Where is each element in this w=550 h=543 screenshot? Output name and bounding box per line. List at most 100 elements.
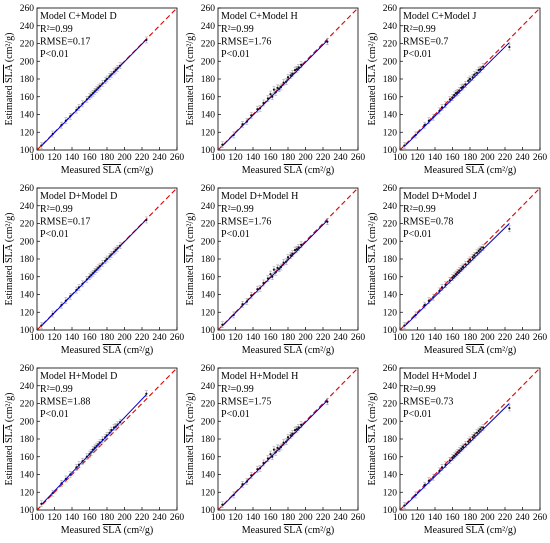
- y-tick-label: 200: [201, 417, 216, 427]
- y-tick-label: 160: [383, 453, 398, 463]
- data-point: [276, 266, 279, 269]
- y-tick-label: 120: [20, 128, 35, 138]
- panel-stat: RMSE=1.76: [221, 37, 271, 48]
- y-axis-label: Estimated SLA (cm²/g): [367, 213, 378, 306]
- x-tick-label: 200: [298, 333, 313, 343]
- x-axis-label: Measured SLA (cm²/g): [61, 525, 153, 536]
- y-label-prefix: Estimated: [367, 263, 378, 306]
- x-tick-label: 180: [463, 333, 478, 343]
- y-tick-label: 180: [201, 255, 216, 265]
- y-tick-label: 140: [201, 471, 216, 481]
- x-tick-label: 140: [246, 333, 261, 343]
- x-tick-label: 240: [333, 513, 348, 523]
- data-point: [291, 72, 294, 75]
- plot-area: [400, 368, 540, 510]
- x-label-prefix: Measured: [61, 525, 103, 536]
- x-label-prefix: Measured: [242, 525, 284, 536]
- data-point: [461, 445, 465, 449]
- data-point: [473, 434, 476, 437]
- panel-stat: RMSE=0.73: [403, 397, 453, 408]
- panel-title: Model C+Model J: [403, 11, 477, 22]
- x-tick-label: 200: [480, 153, 495, 163]
- y-label-prefix: Estimated: [4, 263, 15, 306]
- x-tick-label: 140: [428, 153, 443, 163]
- x-tick-label: 240: [515, 153, 530, 163]
- panel-stat: R²=0.99: [221, 384, 254, 395]
- y-tick-label: 220: [201, 400, 216, 410]
- x-tick-label: 180: [463, 153, 478, 163]
- y-label-variable: SLA: [4, 63, 15, 83]
- y-label-prefix: Estimated: [367, 83, 378, 126]
- data-point: [475, 251, 479, 254]
- data-point: [460, 267, 463, 270]
- x-tick-label: 260: [533, 153, 548, 163]
- x-axis-label: Measured SLA (cm²/g): [61, 345, 153, 356]
- panel-stat: R²=0.99: [221, 204, 254, 215]
- x-axis-label: Measured SLA (cm²/g): [424, 345, 516, 356]
- x-tick-label: 160: [445, 513, 460, 523]
- x-tick-label: 240: [515, 513, 530, 523]
- y-label-unit: (cm²/g): [367, 213, 378, 245]
- plot-area: [218, 8, 358, 150]
- x-label-unit: (cm²/g): [121, 345, 153, 356]
- panel-title: Model C+Model H: [221, 11, 298, 22]
- panel-3: 100 120 140 160 180 200 220 240 2601001201401601…: [367, 4, 547, 176]
- y-tick-label: 120: [201, 128, 216, 138]
- x-tick-label: 260: [533, 513, 548, 523]
- x-label-variable: SLA: [284, 525, 304, 536]
- y-tick-label: 160: [201, 93, 216, 103]
- data-point: [477, 69, 480, 72]
- data-point: [289, 74, 292, 77]
- x-tick-label: 120: [47, 513, 62, 523]
- y-tick-label: 220: [201, 40, 216, 50]
- data-point: [477, 429, 480, 433]
- y-tick-label: 120: [383, 128, 398, 138]
- y-tick-label: 100: [20, 506, 35, 516]
- y-tick-label: 160: [383, 273, 398, 283]
- plot-area: [400, 188, 540, 330]
- y-tick-label: 160: [20, 273, 35, 283]
- y-label-unit: (cm²/g): [4, 33, 15, 65]
- data-point: [286, 76, 290, 79]
- y-tick-label: 260: [20, 364, 35, 374]
- y-axis-label: Estimated SLA (cm²/g): [185, 393, 196, 486]
- x-tick-label: 100: [211, 153, 226, 163]
- y-tick-label: 200: [383, 237, 398, 247]
- data-point: [289, 254, 292, 257]
- data-point: [272, 268, 276, 271]
- data-point: [282, 261, 285, 264]
- data-point: [297, 66, 300, 69]
- y-tick-label: 120: [201, 488, 216, 498]
- y-tick-label: 120: [201, 308, 216, 318]
- panel-stat: P<0.01: [403, 409, 432, 420]
- y-tick-label: 120: [20, 488, 35, 498]
- y-tick-label: 260: [383, 4, 398, 14]
- x-tick-label: 100: [211, 513, 226, 523]
- x-tick-label: 120: [228, 513, 243, 523]
- x-tick-label: 220: [316, 153, 331, 163]
- x-tick-label: 200: [480, 333, 495, 343]
- x-tick-label: 200: [480, 513, 495, 523]
- plot-area: [37, 188, 177, 330]
- data-point: [479, 428, 482, 431]
- data-point: [477, 249, 480, 253]
- x-tick-label: 100: [393, 333, 408, 343]
- y-tick-label: 220: [383, 40, 398, 50]
- panel-stat: RMSE=0.7: [403, 37, 448, 48]
- x-tick-label: 240: [333, 153, 348, 163]
- y-axis-label: Estimated SLA (cm²/g): [4, 393, 15, 486]
- x-tick-label: 180: [100, 153, 115, 163]
- x-label-unit: (cm²/g): [302, 525, 334, 536]
- x-tick-label: 100: [393, 513, 408, 523]
- fit-line: [404, 223, 510, 327]
- y-label-unit: (cm²/g): [185, 393, 196, 425]
- x-tick-label: 180: [281, 513, 296, 523]
- y-tick-label: 180: [383, 75, 398, 85]
- data-point: [276, 86, 279, 89]
- x-tick-label: 200: [298, 153, 313, 163]
- y-label-prefix: Estimated: [367, 443, 378, 486]
- data-point: [448, 98, 451, 101]
- data-point: [460, 447, 463, 450]
- data-point: [300, 63, 303, 66]
- y-axis-label: Estimated SLA (cm²/g): [185, 213, 196, 306]
